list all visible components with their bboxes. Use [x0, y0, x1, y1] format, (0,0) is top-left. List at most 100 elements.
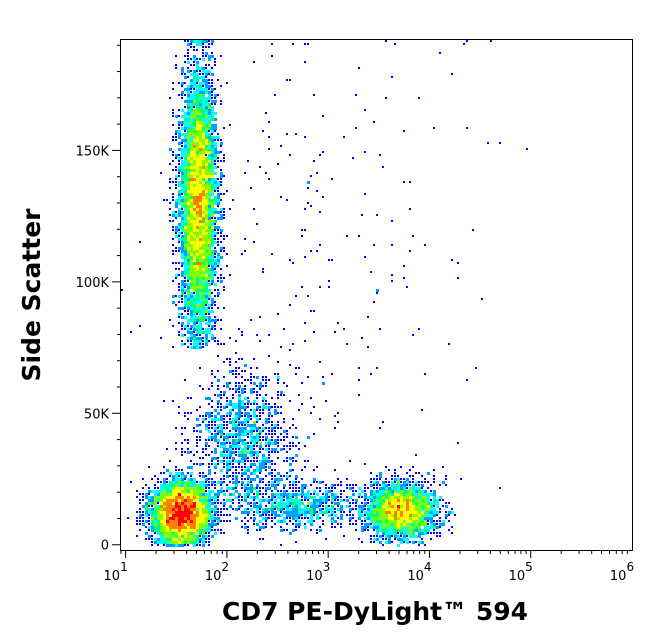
event-point — [307, 502, 310, 505]
event-point — [499, 142, 501, 144]
event-point — [250, 433, 253, 436]
event-point — [205, 199, 208, 202]
event-point — [235, 340, 237, 342]
event-point — [172, 280, 174, 282]
event-point — [322, 520, 324, 522]
event-point — [382, 520, 385, 523]
event-point — [181, 211, 184, 214]
event-point — [172, 88, 174, 90]
event-point — [172, 538, 175, 541]
event-point — [220, 343, 222, 345]
event-point — [223, 418, 225, 420]
event-point — [415, 481, 418, 484]
event-point — [445, 484, 447, 486]
event-point — [379, 490, 382, 493]
event-point — [205, 52, 208, 55]
event-point — [355, 94, 357, 96]
event-point — [241, 331, 243, 333]
event-point — [328, 511, 330, 513]
event-point — [274, 373, 276, 375]
event-point — [226, 358, 228, 360]
event-point — [202, 133, 205, 136]
event-point — [397, 499, 400, 502]
event-point — [205, 331, 208, 334]
event-point — [181, 289, 184, 292]
event-point — [166, 502, 169, 505]
event-point — [181, 292, 184, 295]
event-point — [235, 487, 237, 489]
event-point — [193, 133, 196, 136]
event-point — [400, 535, 402, 537]
event-point — [172, 511, 175, 514]
event-point — [187, 262, 190, 265]
event-point — [169, 526, 172, 529]
event-point — [196, 313, 198, 315]
event-point — [247, 430, 250, 433]
event-point — [283, 448, 285, 450]
event-point — [196, 280, 199, 283]
event-point — [262, 397, 265, 400]
event-point — [349, 514, 351, 516]
event-point — [193, 88, 195, 90]
event-point — [424, 502, 427, 505]
event-point — [217, 187, 219, 189]
event-point — [199, 457, 201, 459]
event-point — [241, 427, 244, 430]
event-point — [205, 226, 208, 229]
event-point — [202, 67, 205, 70]
event-point — [214, 58, 216, 60]
event-point — [298, 505, 301, 508]
event-point — [217, 490, 220, 493]
event-point — [196, 160, 199, 163]
event-point — [280, 544, 282, 546]
event-point — [265, 505, 267, 507]
event-point — [400, 520, 403, 523]
event-point — [418, 514, 421, 517]
event-point — [361, 214, 363, 216]
event-point — [418, 505, 421, 508]
event-point — [394, 493, 397, 496]
event-point — [193, 427, 195, 429]
event-point — [448, 511, 451, 514]
event-point — [352, 502, 354, 504]
event-point — [199, 58, 201, 60]
event-point — [238, 424, 240, 426]
event-point — [220, 169, 222, 171]
event-point — [415, 496, 418, 499]
event-point — [205, 103, 208, 106]
event-point — [334, 484, 336, 486]
event-point — [334, 487, 336, 489]
event-point — [232, 370, 234, 372]
event-point — [229, 421, 232, 424]
event-point — [406, 517, 409, 520]
event-point — [277, 424, 279, 426]
event-point — [163, 490, 166, 493]
event-point — [166, 532, 169, 535]
event-point — [211, 280, 214, 283]
event-point — [292, 424, 294, 426]
event-point — [217, 205, 219, 207]
event-point — [259, 526, 262, 529]
event-point — [208, 70, 211, 73]
event-point — [277, 427, 279, 429]
event-point — [169, 202, 171, 204]
event-point — [304, 229, 306, 231]
event-point — [157, 529, 160, 532]
event-point — [193, 97, 196, 100]
event-point — [322, 505, 324, 507]
event-point — [145, 532, 148, 535]
event-point — [229, 475, 231, 477]
event-point — [292, 262, 294, 264]
event-point — [184, 178, 187, 181]
event-point — [379, 484, 381, 486]
event-point — [202, 193, 205, 196]
event-point — [181, 133, 184, 136]
event-point — [328, 499, 330, 501]
event-point — [292, 484, 294, 486]
event-point — [274, 403, 276, 405]
event-point — [190, 496, 193, 499]
event-point — [307, 295, 309, 297]
event-point — [259, 394, 261, 396]
event-point — [436, 535, 438, 537]
event-point — [244, 484, 247, 487]
